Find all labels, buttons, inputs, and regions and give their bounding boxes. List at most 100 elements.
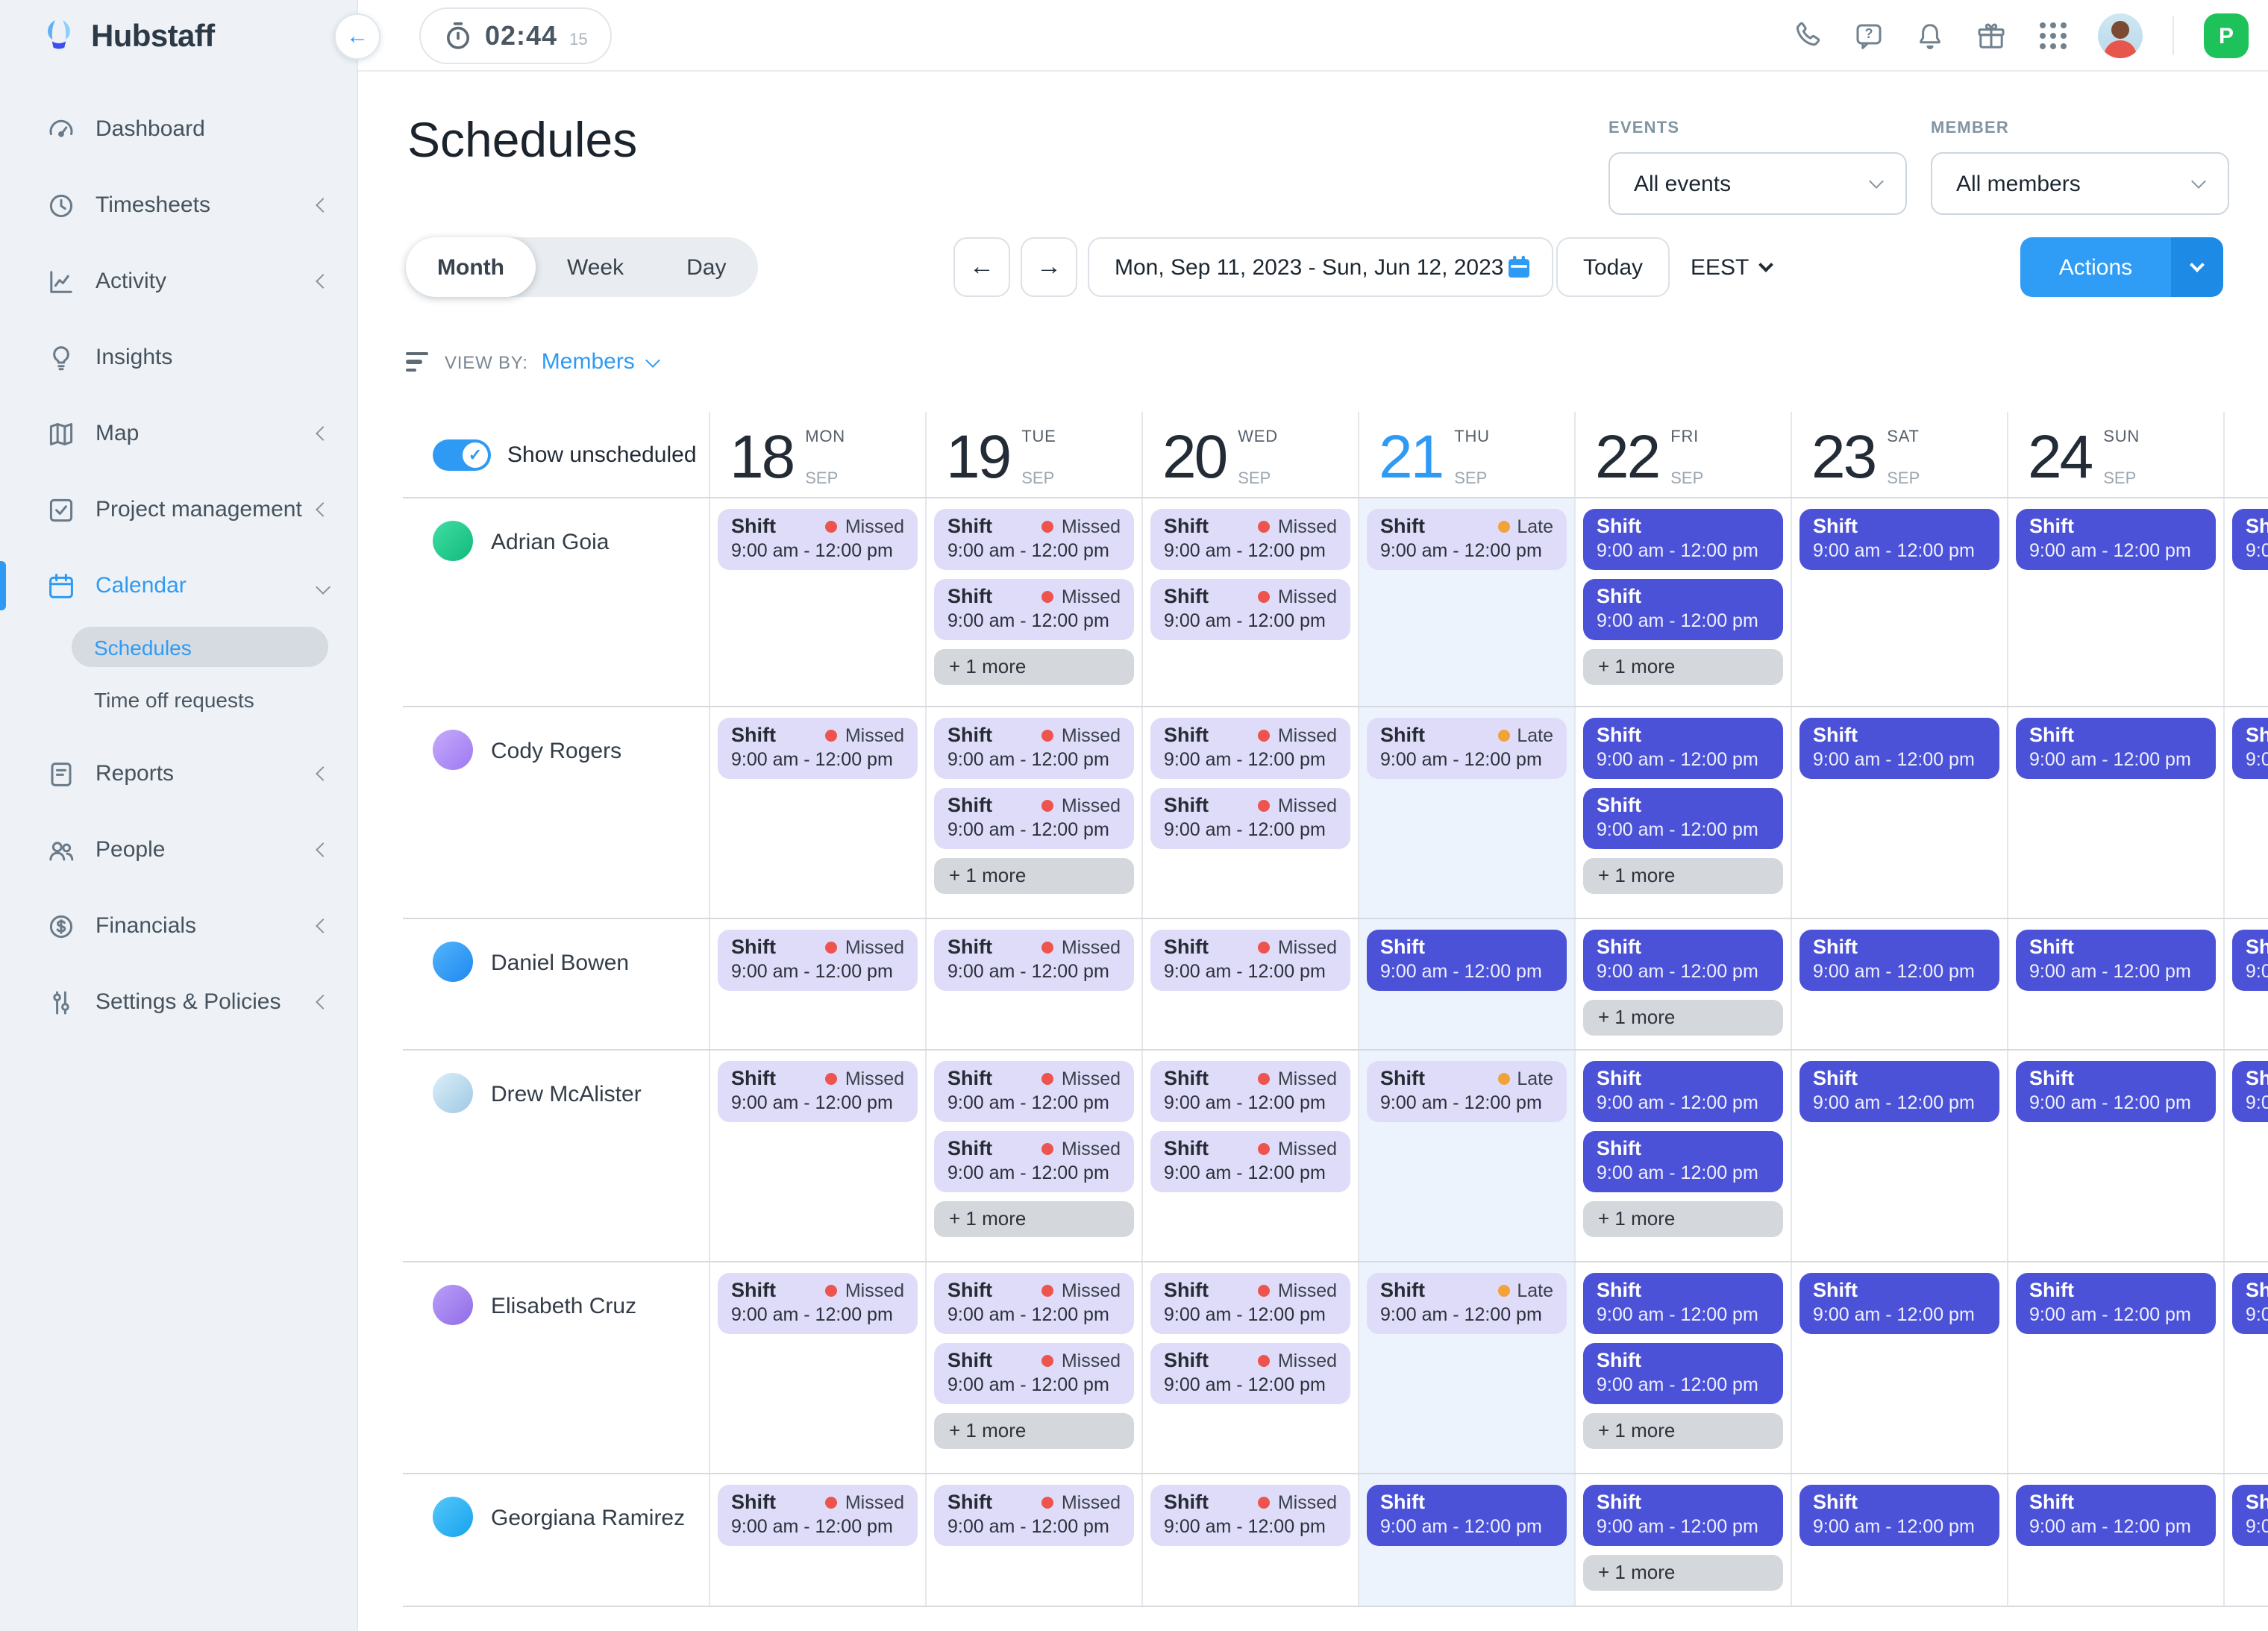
shift-chip-late[interactable]: Shift Late 9:00 am - 12:00 pm xyxy=(1367,718,1567,779)
shift-chip-missed[interactable]: Shift Missed 9:00 am - 12:00 pm xyxy=(718,718,918,779)
shift-chip-missed[interactable]: Shift Missed 9:00 am - 12:00 pm xyxy=(934,1273,1134,1334)
user-avatar[interactable] xyxy=(2098,13,2143,58)
timezone-selector[interactable]: EEST xyxy=(1691,237,1774,297)
shift-chip-missed[interactable]: Shift Missed 9:00 am - 12:00 pm xyxy=(934,930,1134,991)
shift-chip-scheduled[interactable]: Shift 9:00 am - 12:00 pm xyxy=(1799,509,1999,570)
notifications-icon[interactable] xyxy=(1914,20,1946,51)
shift-chip-missed[interactable]: Shift Missed 9:00 am - 12:00 pm xyxy=(1150,1131,1350,1192)
shift-chip-missed[interactable]: Shift Missed 9:00 am - 12:00 pm xyxy=(1150,509,1350,570)
schedule-cell[interactable]: Shift Missed 9:00 am - 12:00 pm Shift Missed… xyxy=(1141,1262,1358,1473)
schedule-cell[interactable]: Shift 9:00 am - 12:00 pm xyxy=(2007,919,2223,1049)
view-mode-day[interactable]: Day xyxy=(686,254,727,280)
sidebar-subitem-time-off-requests[interactable]: Time off requests xyxy=(94,688,254,712)
more-chip[interactable]: + 1 more xyxy=(1583,649,1783,685)
shift-chip-missed[interactable]: Shift Missed 9:00 am - 12:00 pm xyxy=(934,579,1134,640)
show-unscheduled-toggle[interactable]: ✓ xyxy=(433,439,491,470)
shift-chip-scheduled[interactable]: Shift 9:00 am - 12:00 pm xyxy=(1583,930,1783,991)
schedule-cell[interactable]: Shift Late 9:00 am - 12:00 pm xyxy=(1358,498,1574,706)
schedule-cell[interactable]: Shift Missed 9:00 am - 12:00 pm Shift Missed… xyxy=(925,1051,1141,1261)
shift-chip-scheduled[interactable]: Shift 9:00 am - 12:00 pm xyxy=(1799,1273,1999,1334)
more-chip[interactable]: + 1 more xyxy=(1583,1413,1783,1449)
actions-dropdown-button[interactable] xyxy=(2171,237,2223,297)
schedule-cell[interactable]: Shift 9:00 am - 12:00 pm xyxy=(1358,919,1574,1049)
schedule-cell[interactable]: Shift Missed 9:00 am - 12:00 pm xyxy=(1141,1474,1358,1606)
schedule-cell[interactable]: Shift Missed 9:00 am - 12:00 pm xyxy=(709,498,925,706)
shift-chip-scheduled[interactable]: Shift 9:00 am - 12:00 pm xyxy=(1583,579,1783,640)
shift-chip-late[interactable]: Shift Late 9:00 am - 12:00 pm xyxy=(1367,509,1567,570)
timer-widget[interactable]: 02:44 15 xyxy=(419,7,612,64)
shift-chip-scheduled[interactable]: Shift 9:00 am - 12:00 pm xyxy=(1583,718,1783,779)
actions-button[interactable]: Actions xyxy=(2020,237,2171,297)
shift-chip-scheduled[interactable]: Shift 9:00 am - 12:00 pm xyxy=(1583,1273,1783,1334)
date-range-picker[interactable]: Mon, Sep 11, 2023 - Sun, Jun 12, 2023 xyxy=(1088,237,1553,297)
schedule-cell[interactable]: Shift Missed 9:00 am - 12:00 pm Shift Missed… xyxy=(925,707,1141,918)
schedule-cell[interactable]: Shift 9:00 am - 12:00 pm xyxy=(2223,1051,2268,1261)
shift-chip-scheduled[interactable]: Shift 9:00 am - 12:00 pm xyxy=(1367,1485,1567,1546)
shift-chip-scheduled[interactable]: Shift 9:00 am - 12:00 pm xyxy=(2016,718,2216,779)
more-chip[interactable]: + 1 more xyxy=(1583,1555,1783,1591)
sidebar-item-timesheets[interactable]: Timesheets xyxy=(0,167,357,243)
schedule-cell[interactable]: Shift Missed 9:00 am - 12:00 pm xyxy=(709,1474,925,1606)
schedule-cell[interactable]: Shift 9:00 am - 12:00 pm xyxy=(1791,919,2007,1049)
shift-chip-scheduled[interactable]: Shift 9:00 am - 12:00 pm xyxy=(2232,1273,2268,1334)
sidebar-item-reports[interactable]: Reports xyxy=(0,736,357,812)
apps-grid-icon[interactable] xyxy=(2037,20,2068,51)
sidebar-collapse-button[interactable]: ← xyxy=(334,13,380,60)
shift-chip-scheduled[interactable]: Shift 9:00 am - 12:00 pm xyxy=(2232,718,2268,779)
schedule-cell[interactable]: Shift 9:00 am - 12:00 pm xyxy=(1791,1262,2007,1473)
shift-chip-missed[interactable]: Shift Missed 9:00 am - 12:00 pm xyxy=(1150,1061,1350,1122)
sidebar-item-map[interactable]: Map xyxy=(0,395,357,472)
shift-chip-missed[interactable]: Shift Missed 9:00 am - 12:00 pm xyxy=(934,1343,1134,1404)
shift-chip-missed[interactable]: Shift Missed 9:00 am - 12:00 pm xyxy=(1150,1343,1350,1404)
more-chip[interactable]: + 1 more xyxy=(1583,858,1783,894)
schedule-cell[interactable]: Shift Missed 9:00 am - 12:00 pm xyxy=(709,1051,925,1261)
shift-chip-missed[interactable]: Shift Missed 9:00 am - 12:00 pm xyxy=(934,788,1134,849)
shift-chip-missed[interactable]: Shift Missed 9:00 am - 12:00 pm xyxy=(1150,788,1350,849)
view-by-selector[interactable]: VIEW BY: Members xyxy=(406,349,661,375)
schedule-cell[interactable]: Shift 9:00 am - 12:00 pm xyxy=(2223,919,2268,1049)
shift-chip-missed[interactable]: Shift Missed 9:00 am - 12:00 pm xyxy=(934,1485,1134,1546)
schedule-cell[interactable]: Shift Missed 9:00 am - 12:00 pm xyxy=(709,919,925,1049)
more-chip[interactable]: + 1 more xyxy=(934,1413,1134,1449)
shift-chip-missed[interactable]: Shift Missed 9:00 am - 12:00 pm xyxy=(1150,1485,1350,1546)
more-chip[interactable]: + 1 more xyxy=(1583,1201,1783,1237)
shift-chip-missed[interactable]: Shift Missed 9:00 am - 12:00 pm xyxy=(718,1485,918,1546)
sidebar-item-calendar[interactable]: Calendar xyxy=(0,548,357,624)
sidebar-item-people[interactable]: People xyxy=(0,812,357,888)
shift-chip-late[interactable]: Shift Late 9:00 am - 12:00 pm xyxy=(1367,1273,1567,1334)
schedule-cell[interactable]: Shift 9:00 am - 12:00 pm xyxy=(2223,707,2268,918)
schedule-cell[interactable]: Shift Missed 9:00 am - 12:00 pm Shift Missed… xyxy=(925,498,1141,706)
shift-chip-missed[interactable]: Shift Missed 9:00 am - 12:00 pm xyxy=(934,1131,1134,1192)
shift-chip-scheduled[interactable]: Shift 9:00 am - 12:00 pm xyxy=(1583,509,1783,570)
schedule-cell[interactable]: Shift Missed 9:00 am - 12:00 pm xyxy=(709,1262,925,1473)
shift-chip-missed[interactable]: Shift Missed 9:00 am - 12:00 pm xyxy=(718,1061,918,1122)
events-filter-select[interactable]: All events xyxy=(1608,152,1907,215)
schedule-cell[interactable]: Shift Missed 9:00 am - 12:00 pm Shift Missed… xyxy=(1141,1051,1358,1261)
schedule-cell[interactable]: Shift Late 9:00 am - 12:00 pm xyxy=(1358,1051,1574,1261)
schedule-cell[interactable]: Shift 9:00 am - 12:00 pm xyxy=(1791,1474,2007,1606)
shift-chip-missed[interactable]: Shift Missed 9:00 am - 12:00 pm xyxy=(718,509,918,570)
shift-chip-scheduled[interactable]: Shift 9:00 am - 12:00 pm xyxy=(2016,1485,2216,1546)
shift-chip-missed[interactable]: Shift Missed 9:00 am - 12:00 pm xyxy=(934,509,1134,570)
shift-chip-missed[interactable]: Shift Missed 9:00 am - 12:00 pm xyxy=(1150,930,1350,991)
shift-chip-scheduled[interactable]: Shift 9:00 am - 12:00 pm xyxy=(1799,718,1999,779)
shift-chip-missed[interactable]: Shift Missed 9:00 am - 12:00 pm xyxy=(934,718,1134,779)
more-chip[interactable]: + 1 more xyxy=(934,649,1134,685)
schedule-cell[interactable]: Shift 9:00 am - 12:00 pm xyxy=(2223,1262,2268,1473)
shift-chip-scheduled[interactable]: Shift 9:00 am - 12:00 pm xyxy=(1799,1061,1999,1122)
shift-chip-scheduled[interactable]: Shift 9:00 am - 12:00 pm xyxy=(1583,1343,1783,1404)
schedule-cell[interactable]: Shift Missed 9:00 am - 12:00 pm xyxy=(709,707,925,918)
schedule-cell[interactable]: Shift Missed 9:00 am - 12:00 pm Shift Missed… xyxy=(1141,707,1358,918)
schedule-cell[interactable]: Shift 9:00 am - 12:00 pm Shift 9:00 am - 12… xyxy=(1574,1051,1791,1261)
schedule-cell[interactable]: Shift 9:00 am - 12:00 pm Shift 9:00 am - 12… xyxy=(1574,498,1791,706)
schedule-cell[interactable]: Shift 9:00 am - 12:00 pm xyxy=(1791,498,2007,706)
sidebar-subitem-schedules[interactable]: Schedules xyxy=(72,627,328,667)
shift-chip-late[interactable]: Shift Late 9:00 am - 12:00 pm xyxy=(1367,1061,1567,1122)
view-mode-month[interactable]: Month xyxy=(406,237,536,297)
shift-chip-scheduled[interactable]: Shift 9:00 am - 12:00 pm xyxy=(2016,1061,2216,1122)
schedule-cell[interactable]: Shift 9:00 am - 12:00 pm xyxy=(2007,707,2223,918)
shift-chip-missed[interactable]: Shift Missed 9:00 am - 12:00 pm xyxy=(1150,579,1350,640)
sidebar-item-dashboard[interactable]: Dashboard xyxy=(0,91,357,167)
shift-chip-scheduled[interactable]: Shift 9:00 am - 12:00 pm xyxy=(2232,930,2268,991)
schedule-cell[interactable]: Shift 9:00 am - 12:00 pm + 1 more xyxy=(1574,1474,1791,1606)
